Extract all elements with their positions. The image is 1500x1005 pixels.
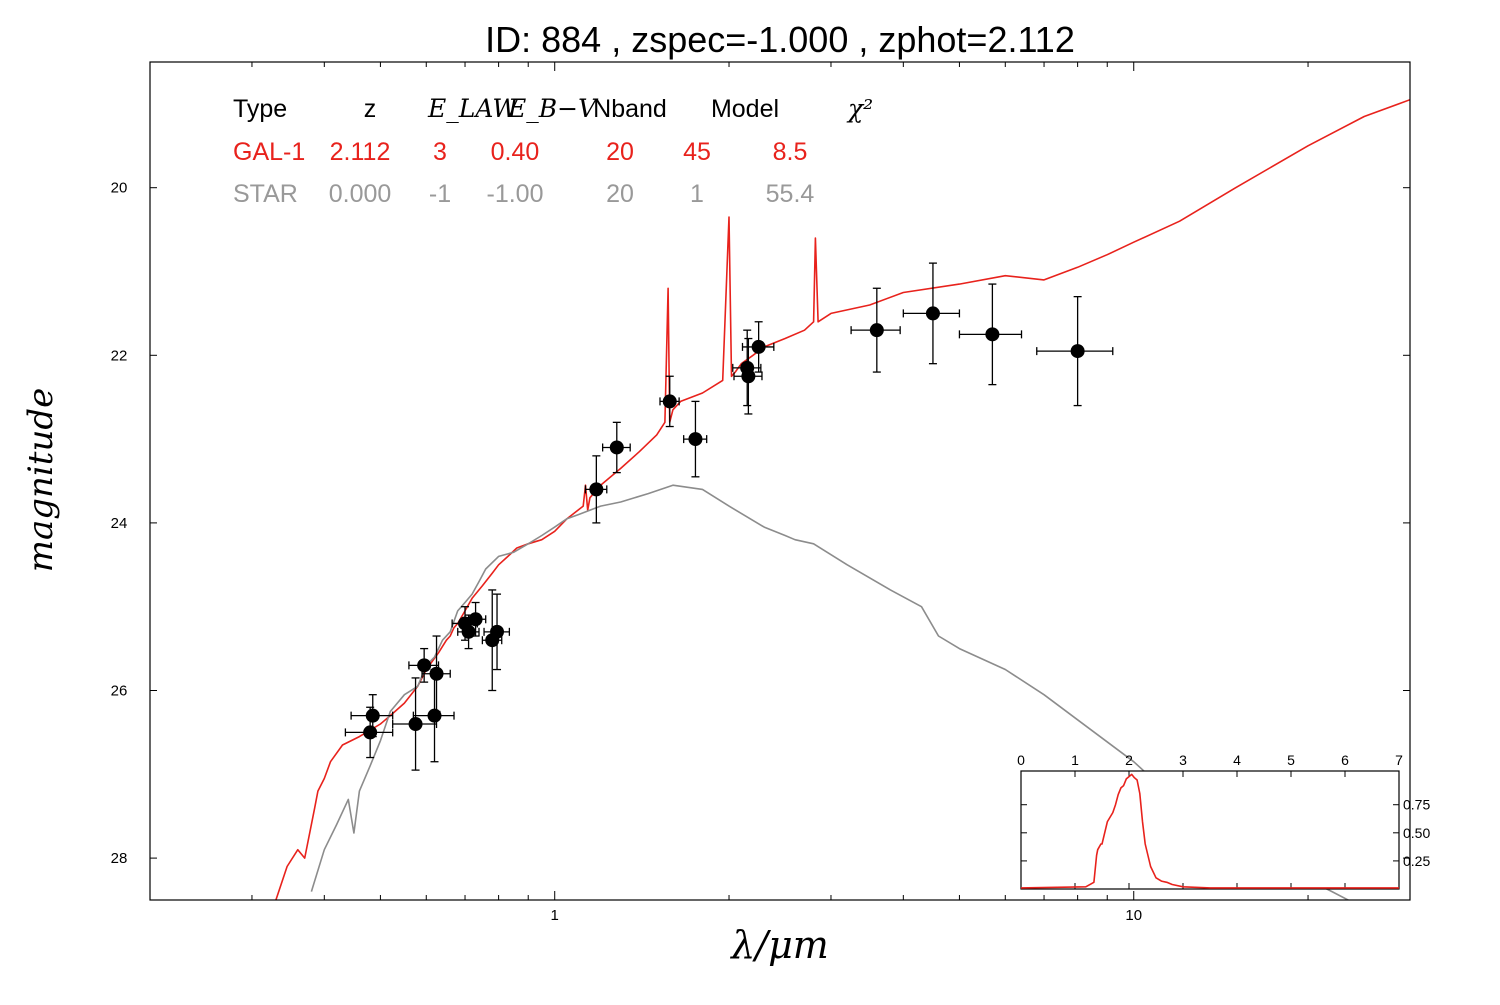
photometry-point xyxy=(1036,295,1114,407)
photometry-point xyxy=(464,601,487,637)
redshift-pdf-inset: 0 1 2 3 4 5 6 7 0.25 0.50 0.75 xyxy=(1017,752,1430,890)
data-point-marker xyxy=(589,482,604,497)
table-cell: 2.112 xyxy=(330,138,391,166)
photometry-point xyxy=(483,593,511,671)
table-header-cell: Model xyxy=(711,95,779,123)
photometry-point xyxy=(344,706,394,759)
table-cell: 8.5 xyxy=(773,138,808,166)
photometry-point xyxy=(733,337,763,415)
data-point-marker xyxy=(468,612,483,627)
photometry-point xyxy=(457,614,480,650)
inset-x-tick-label: 0 xyxy=(1017,752,1025,768)
inset-x-tick-label: 2 xyxy=(1125,752,1133,768)
table-cell: 45 xyxy=(683,138,711,166)
data-point-marker xyxy=(417,658,432,673)
y-tick-label: 26 xyxy=(111,683,128,700)
inset-y-tick-label: 0.50 xyxy=(1403,825,1430,841)
data-point-marker xyxy=(427,708,442,723)
inset-x-tick-label: 1 xyxy=(1071,752,1079,768)
data-point-marker xyxy=(1070,344,1085,359)
table-cell: GAL-1 xyxy=(233,138,305,166)
inset-x-tick-label: 4 xyxy=(1233,752,1241,768)
table-cell: 20 xyxy=(606,180,634,208)
y-tick-label: 24 xyxy=(111,515,128,532)
table-cell: 3 xyxy=(433,138,447,166)
table-header-cell: E_LAW xyxy=(427,94,520,123)
table-cell: STAR xyxy=(233,180,298,208)
data-point-marker xyxy=(662,394,677,409)
inset-frame xyxy=(1020,770,1400,890)
photometry-point xyxy=(683,400,708,478)
inset-y-tick-label: 0.25 xyxy=(1403,853,1430,869)
data-point-marker xyxy=(985,327,1000,342)
inset-x-tick-label: 3 xyxy=(1179,752,1187,768)
photometry-point xyxy=(602,421,631,474)
data-point-marker xyxy=(869,323,884,338)
x-tick-label: 1 xyxy=(551,907,559,924)
data-point-marker xyxy=(365,708,380,723)
y-tick-label: 22 xyxy=(111,347,128,364)
photometry-point xyxy=(958,283,1023,386)
photometry-point xyxy=(741,321,775,373)
photometry-point xyxy=(421,635,451,713)
table-cell: 55.4 xyxy=(766,180,815,208)
table-cell: -1 xyxy=(429,180,451,208)
data-point-marker xyxy=(751,339,766,354)
plot-frame xyxy=(149,61,1411,901)
table-header-cell: χ² xyxy=(846,94,873,123)
data-point-marker xyxy=(688,432,703,447)
photometry-point xyxy=(481,589,503,692)
inset-y-tick-label: 0.75 xyxy=(1403,797,1430,813)
photometry-point xyxy=(584,455,608,524)
data-point-marker xyxy=(408,717,423,732)
data-point-marker xyxy=(490,624,505,639)
photometry-point xyxy=(902,262,961,365)
table-header-cell: z xyxy=(364,95,377,123)
y-tick-label: 20 xyxy=(111,180,128,197)
data-point-marker xyxy=(741,369,756,384)
redshift-pdf-line xyxy=(1020,773,1399,889)
data-point-marker xyxy=(925,306,940,321)
table-cell: 20 xyxy=(606,138,634,166)
table-cell: -1.00 xyxy=(487,180,544,208)
data-point-marker xyxy=(461,624,476,639)
photometry-point xyxy=(412,668,455,763)
y-axis-label: magnitude xyxy=(21,388,61,573)
y-tick-label: 28 xyxy=(111,850,128,867)
inset-x-tick-label: 6 xyxy=(1341,752,1349,768)
table-cell: 1 xyxy=(690,180,704,208)
table-cell: 0.40 xyxy=(491,138,540,166)
inset-x-tick-label: 7 xyxy=(1395,752,1403,768)
data-point-marker xyxy=(609,440,624,455)
table-header-cell: Nband xyxy=(593,95,667,123)
photometry-point xyxy=(392,677,438,771)
data-point-marker xyxy=(363,725,378,740)
chart-title: ID: 884 , zspec=-1.000 , zphot=2.112 xyxy=(485,19,1075,60)
photometry-point xyxy=(659,375,680,428)
x-axis-label: λ/μm xyxy=(729,923,829,967)
table-header-cell: Type xyxy=(233,95,287,123)
inset-x-tick-label: 5 xyxy=(1287,752,1295,768)
photometry-point xyxy=(850,287,901,373)
table-cell: 0.000 xyxy=(329,180,392,208)
x-tick-label: 10 xyxy=(1125,907,1142,924)
table-header-cell: E_B−V xyxy=(507,94,599,123)
data-point-marker xyxy=(429,666,444,681)
series-layer xyxy=(275,98,1410,900)
star-template-line xyxy=(310,484,1350,900)
